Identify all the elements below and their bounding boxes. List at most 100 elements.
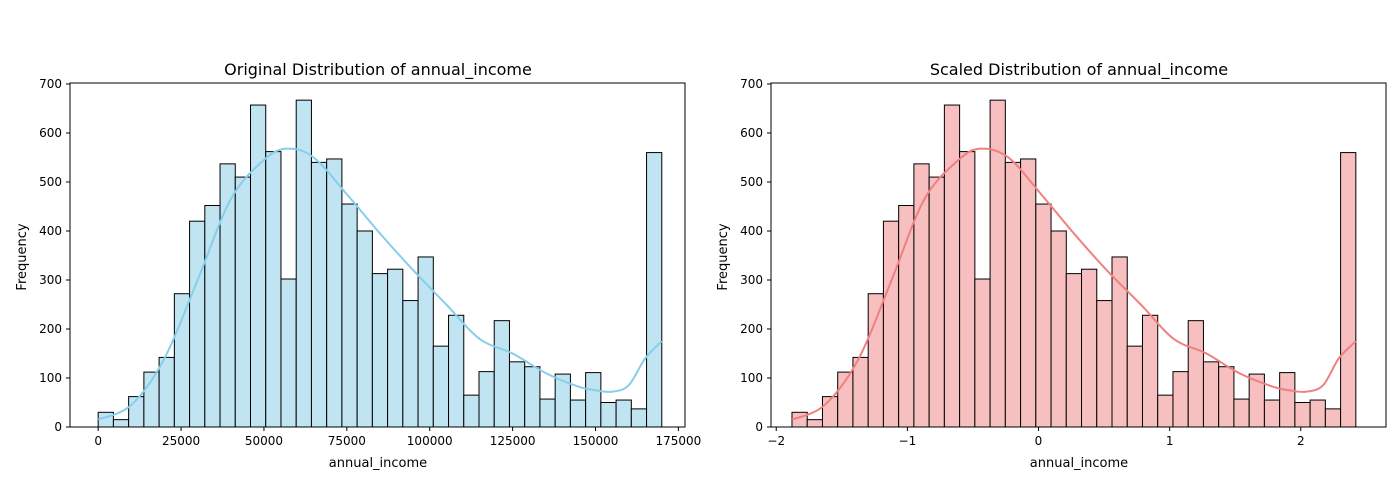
left-histogram-bar (402, 300, 419, 428)
right-histogram-bar (806, 419, 823, 428)
right-y-tick-label: 0 (755, 420, 763, 434)
left-kde-group (97, 147, 663, 421)
right-kde-group (791, 147, 1357, 421)
left-histogram-bar (250, 104, 267, 428)
right-histogram-bar (943, 104, 961, 428)
right-histogram-bar (1096, 300, 1113, 428)
left-histogram-bar (493, 320, 510, 428)
left-histogram-bar (356, 230, 373, 428)
left-y-tick-label: 700 (39, 77, 62, 91)
left-histogram-bar (280, 278, 297, 428)
right-histogram-bar (1035, 203, 1052, 428)
left-x-tick-label: 75000 (328, 434, 366, 448)
left-x-tick-label: 50000 (245, 434, 283, 448)
left-y-axis-label: Frequency (15, 223, 30, 290)
left-histogram-bar (234, 176, 252, 428)
right-histogram-bar (882, 220, 900, 428)
left-histogram-bar (569, 399, 587, 428)
left-kde-line (97, 147, 663, 421)
right-histogram-bar (1157, 394, 1174, 428)
left-y-tick-label: 100 (39, 371, 62, 385)
left-y-tick-label: 200 (39, 322, 62, 336)
left-bars (97, 99, 663, 428)
left-histogram-bar (448, 314, 465, 428)
right-histogram-bar (1141, 314, 1159, 428)
right-histogram-bar (1202, 361, 1220, 428)
right-histogram-bar (928, 176, 945, 428)
left-histogram-bar (371, 273, 389, 428)
right-histogram-bar (1172, 371, 1189, 428)
right-y-tick-label: 400 (740, 224, 763, 238)
right-y-tick-label: 200 (740, 322, 763, 336)
left-x-tick-label: 125000 (490, 434, 536, 448)
left-histogram-bar (158, 356, 175, 428)
left-histogram-bar (600, 401, 617, 428)
left-histogram-bar (173, 293, 191, 428)
left-histogram-bar (630, 408, 648, 428)
left-y-tick-label: 500 (39, 175, 62, 189)
right-y-tick-label: 700 (740, 77, 763, 91)
left-x-tick-label: 175000 (655, 434, 701, 448)
right-bars (791, 99, 1357, 428)
right-kde-line (791, 147, 1357, 421)
right-x-tick-label: 2 (1297, 434, 1305, 448)
left-histogram-bar (478, 371, 495, 428)
left-histogram-bar (508, 361, 526, 428)
left-histogram-bar (615, 399, 632, 428)
left-chart-title: Original Distribution of annual_income (224, 60, 532, 80)
right-y-tick-label: 500 (740, 175, 763, 189)
left-histogram-bar (646, 152, 663, 428)
right-histogram-bar (1081, 268, 1098, 428)
left-histogram-bar (341, 203, 358, 428)
right-y-tick-label: 100 (740, 371, 763, 385)
left-histogram-bar (463, 394, 480, 428)
left-histogram-bar (432, 345, 450, 428)
right-x-ticks: −2 −1 0 1 2 (767, 427, 1305, 448)
left-y-tick-label: 400 (39, 224, 62, 238)
right-x-axis-label: annual_income (1030, 456, 1128, 471)
right-histogram-panel: Scaled Distribution of annual_income ann… (716, 60, 1387, 471)
left-histogram-bar (204, 205, 221, 428)
right-y-ticks: 0 100 200 300 400 500 600 700 (740, 77, 771, 434)
right-y-axis-label: Frequency (716, 223, 731, 290)
right-histogram-bar (1324, 408, 1342, 428)
right-histogram-bar (1050, 230, 1067, 428)
right-histogram-bar (959, 151, 976, 428)
right-histogram-bar (852, 356, 869, 428)
left-y-tick-label: 600 (39, 126, 62, 140)
left-y-ticks: 0 100 200 300 400 500 600 700 (39, 77, 70, 434)
left-histogram-bar (326, 158, 343, 428)
right-histogram-bar (867, 293, 884, 428)
right-x-tick-label: 0 (1035, 434, 1043, 448)
left-histogram-panel: Original Distribution of annual_income a… (15, 60, 701, 471)
left-histogram-bar (189, 220, 206, 428)
left-plot-frame (69, 82, 686, 428)
right-histogram-bar (1263, 399, 1281, 428)
left-histogram-bar (539, 398, 556, 428)
left-histogram-bar (585, 372, 602, 428)
left-x-tick-label: 25000 (162, 434, 200, 448)
right-histogram-bar (1279, 372, 1296, 428)
left-x-ticks: 0 25000 50000 75000 100000 125000 150000 175000 (94, 427, 701, 448)
right-y-tick-label: 300 (740, 273, 763, 287)
right-x-tick-label: −2 (767, 434, 785, 448)
right-y-tick-label: 600 (740, 126, 763, 140)
left-y-tick-label: 0 (54, 420, 62, 434)
left-x-tick-label: 100000 (407, 434, 453, 448)
left-histogram-bar (387, 268, 404, 428)
right-x-tick-label: −1 (899, 434, 917, 448)
left-histogram-bar (265, 151, 282, 428)
left-x-axis-label: annual_income (329, 456, 427, 471)
left-histogram-bar (310, 161, 328, 428)
right-histogram-bar (1065, 273, 1083, 428)
right-histogram-bar (974, 278, 991, 428)
left-histogram-bar (112, 419, 130, 428)
right-histogram-bar (1294, 401, 1311, 428)
right-histogram-bar (1218, 366, 1235, 428)
right-histogram-bar (1020, 158, 1037, 428)
right-histogram-bar (898, 205, 915, 428)
left-x-tick-label: 0 (94, 434, 102, 448)
right-plot-frame (770, 82, 1387, 428)
left-histogram-bar (524, 366, 541, 428)
right-x-tick-label: 1 (1166, 434, 1174, 448)
